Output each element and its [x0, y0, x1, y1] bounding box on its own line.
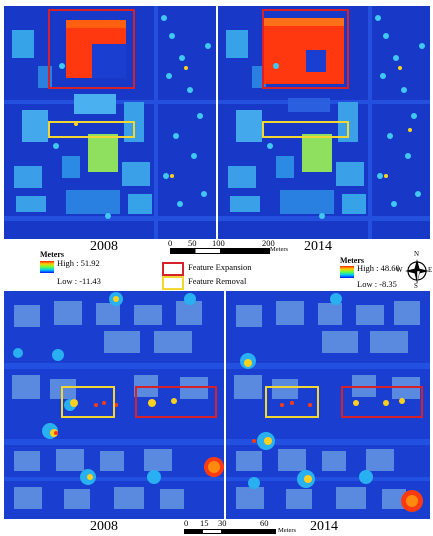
map-top-2014: [218, 6, 430, 239]
feature-removal-box: [61, 386, 115, 418]
elevation-raster-top-2014: [218, 6, 430, 239]
compass-icon: [405, 259, 429, 284]
top-scale-bar: 0 50 100 200 Meters: [168, 238, 303, 254]
feature-removal-box: [265, 386, 319, 418]
west-label: W: [396, 266, 403, 274]
legend-right-color-ramp: [340, 266, 354, 278]
east-label: E: [428, 266, 433, 274]
legend-right-low: Low : -8.35: [357, 279, 397, 289]
map-bottom-2014: [226, 291, 430, 519]
scale-tick-1: 15: [200, 518, 209, 528]
legend-right-high: High : 48.60: [357, 263, 400, 273]
legend-left-color-ramp: [40, 261, 54, 273]
top-right-year: 2014: [304, 239, 332, 254]
feature-expansion-box: [341, 386, 423, 418]
scale-tick-2: 100: [212, 238, 225, 248]
north-arrow: N S W E: [396, 250, 433, 290]
scale-unit: Meters: [278, 527, 297, 534]
elevation-raster-bottom-2014: [226, 291, 430, 519]
scale-tick-2: 30: [218, 518, 227, 528]
elevation-raster-bottom-2008: [4, 291, 224, 519]
scale-bar-graphic: [184, 529, 276, 534]
scale-tick-1: 50: [188, 238, 197, 248]
south-label: S: [414, 282, 418, 290]
feature-expansion-box: [262, 9, 349, 89]
bottom-scale-bar: 0 15 30 60 Meters: [170, 518, 300, 536]
scale-bar-graphic: [170, 248, 270, 254]
legend-right-title: Meters: [340, 256, 364, 265]
elevation-raster-top-2008: [4, 6, 216, 239]
feature-expansion-box: [135, 386, 217, 418]
feature-removal-box: [48, 121, 135, 138]
bottom-right-year: 2014: [310, 519, 338, 534]
map-top-2008: [4, 6, 216, 239]
legend-left-low: Low : -11.43: [57, 276, 101, 286]
scale-tick-3: 200: [262, 238, 275, 248]
scale-tick-3: 60: [260, 518, 269, 528]
removal-label: Feature Removal: [188, 276, 247, 286]
removal-swatch: [162, 276, 184, 290]
expansion-label: Feature Expansion: [188, 262, 252, 272]
feature-expansion-box: [48, 9, 135, 89]
scale-tick-0: 0: [184, 518, 189, 528]
scale-tick-0: 0: [168, 238, 173, 248]
legend-left-high: High : 51.92: [57, 258, 100, 268]
scale-unit: Meters: [270, 246, 289, 253]
top-left-year: 2008: [90, 239, 118, 254]
legend-left-title: Meters: [40, 250, 64, 259]
north-label: N: [414, 250, 420, 258]
feature-removal-box: [262, 121, 349, 138]
expansion-swatch: [162, 262, 184, 276]
bottom-left-year: 2008: [90, 519, 118, 534]
map-bottom-2008: [4, 291, 224, 519]
